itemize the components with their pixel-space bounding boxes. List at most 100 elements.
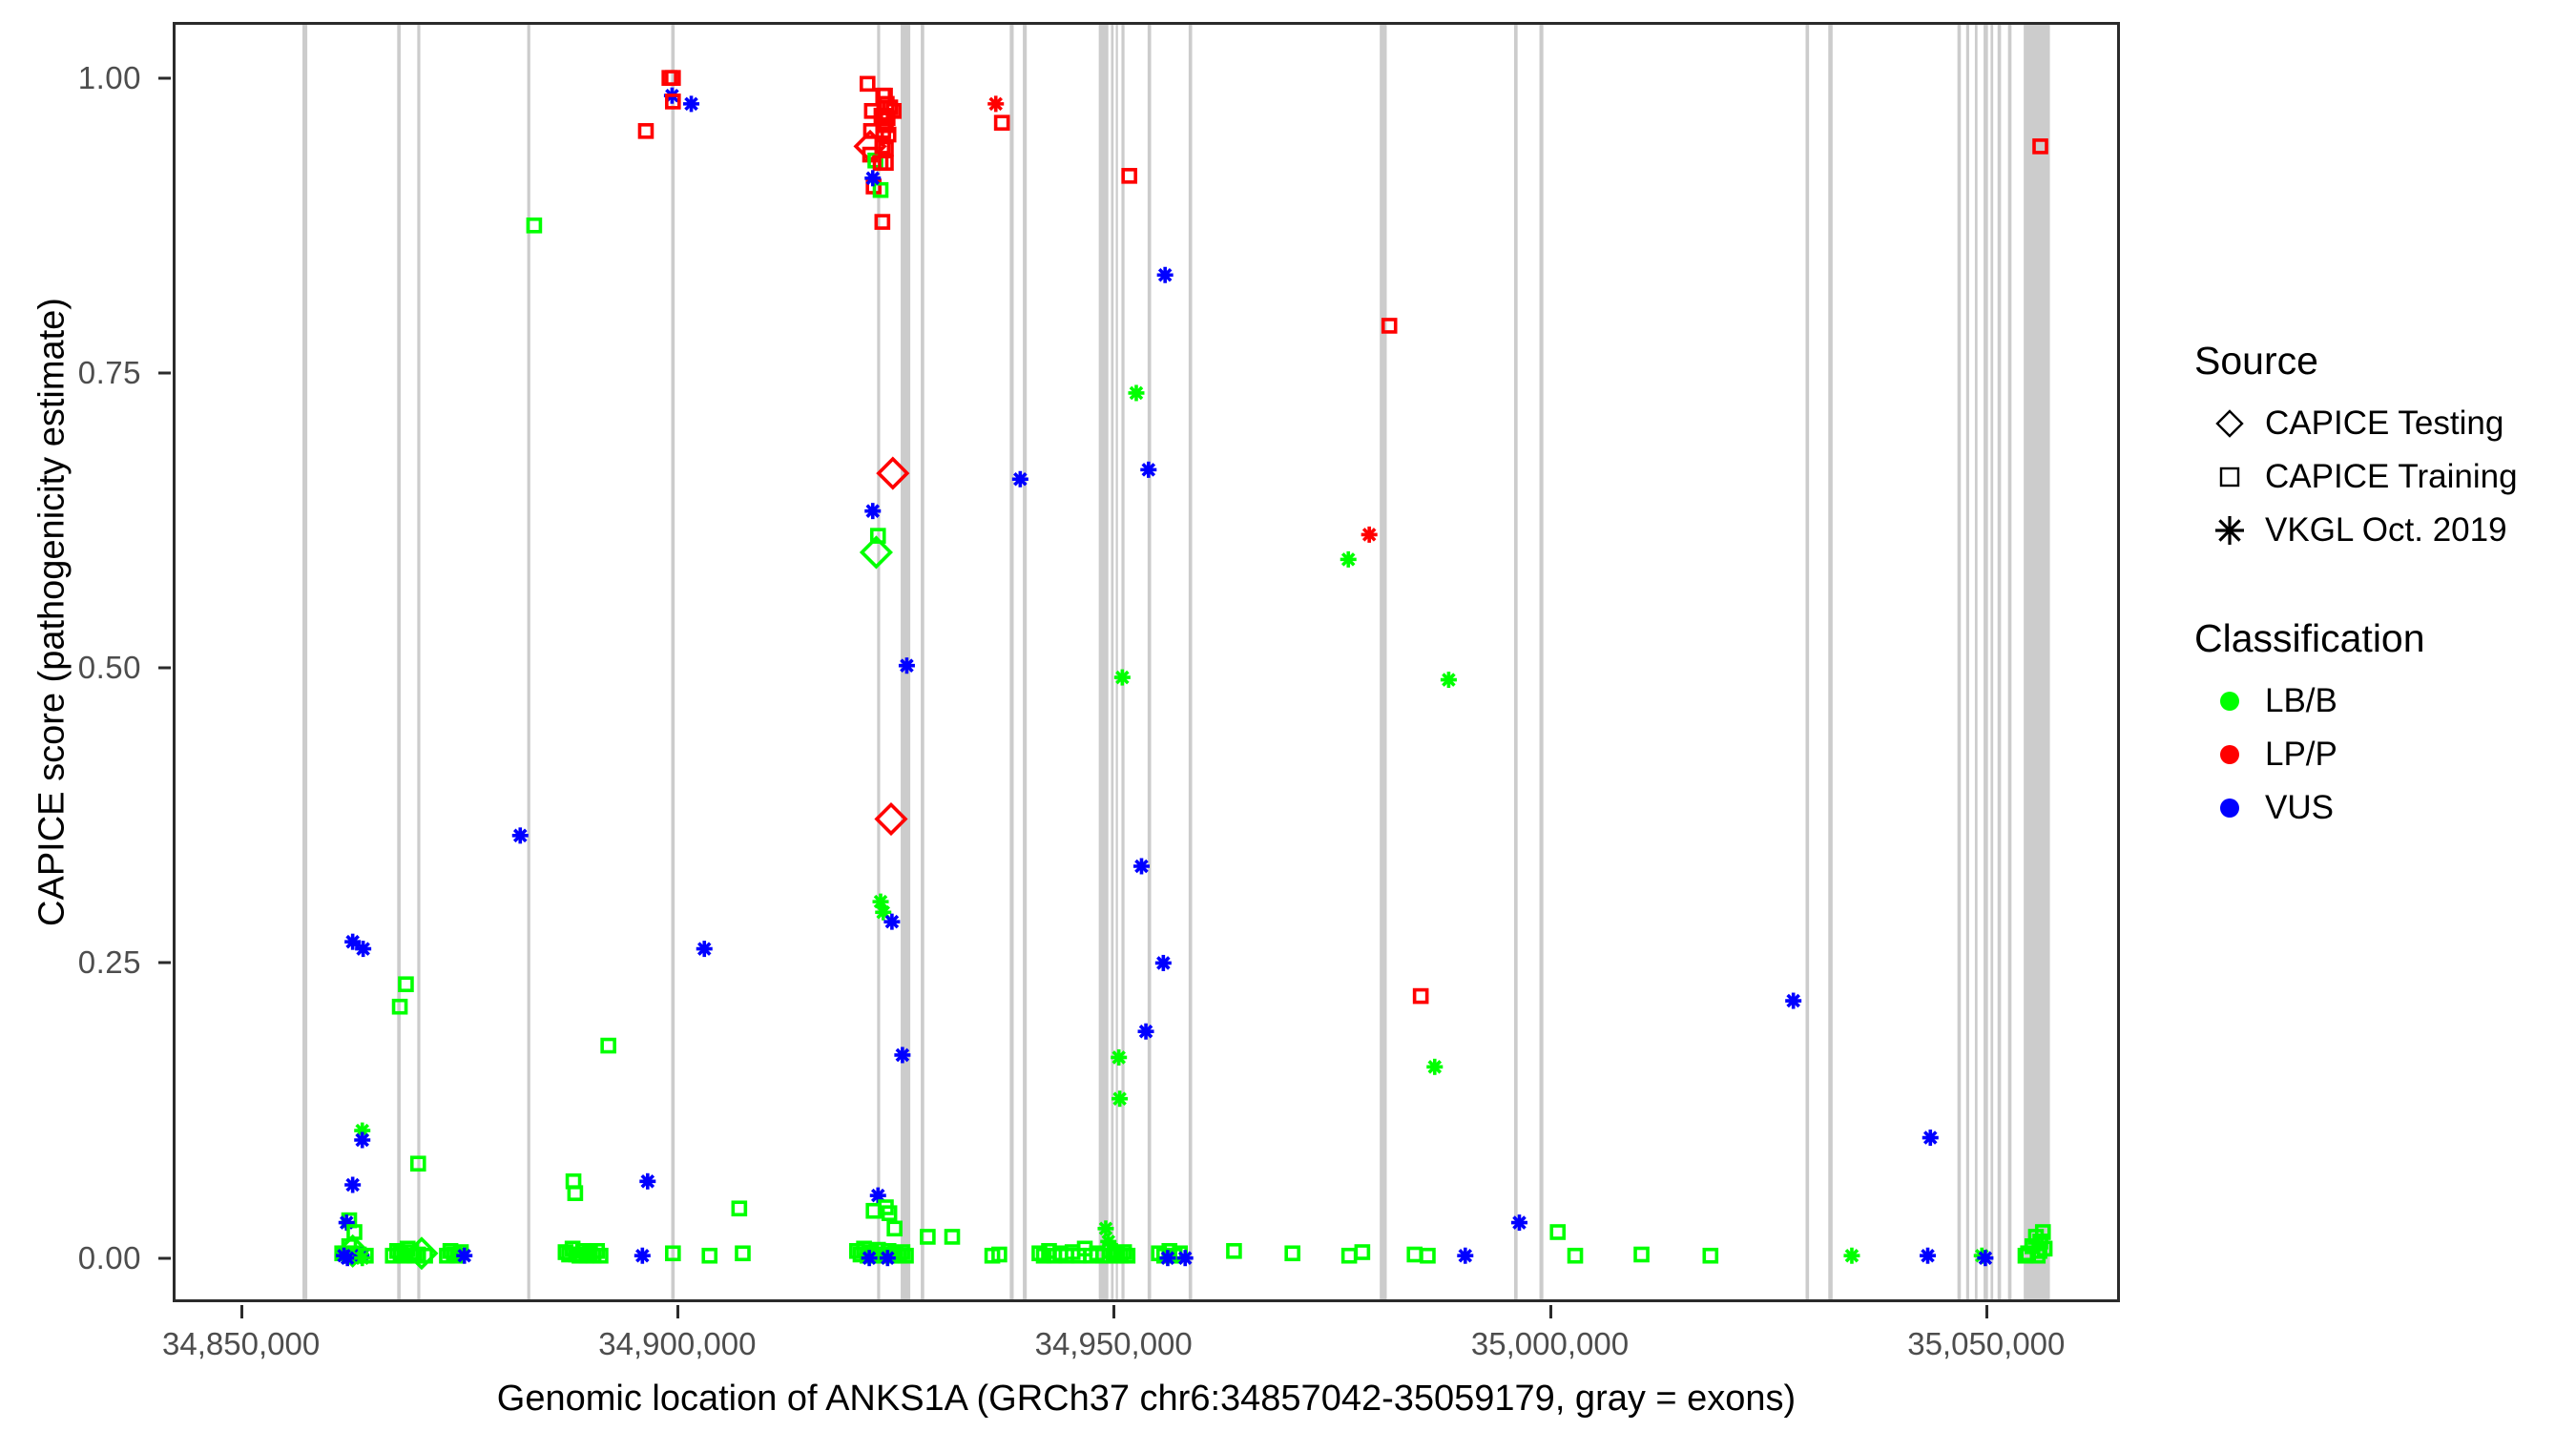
data-point-square: [600, 1037, 616, 1054]
exon-band: [671, 25, 675, 1299]
exon-band: [1121, 25, 1125, 1299]
legend-item-vus[interactable]: VUS: [2194, 781, 2566, 835]
data-point-diamond: [859, 535, 893, 570]
data-point-square: [872, 181, 889, 198]
data-point-asterisk: [683, 95, 700, 113]
data-point-square: [865, 1202, 882, 1219]
plot-panel: [173, 22, 2120, 1302]
data-point-square: [1031, 1245, 1048, 1262]
filled-circle-icon: [2194, 738, 2265, 771]
exon-band: [1188, 25, 1193, 1299]
exon-band: [1539, 25, 1544, 1299]
data-point-square: [665, 1245, 681, 1262]
data-point-asterisk: [861, 1250, 878, 1267]
data-point-square: [2034, 1224, 2051, 1240]
exon-band: [1997, 25, 2002, 1299]
data-point-asterisk: [1843, 1247, 1860, 1264]
data-point-asterisk: [354, 1131, 371, 1149]
data-point-square: [409, 1155, 426, 1172]
exon-band: [1098, 25, 1109, 1299]
data-point-asterisk: [879, 1250, 896, 1267]
data-point-square: [859, 75, 876, 93]
data-point-square: [592, 1247, 609, 1264]
exon-band: [1380, 25, 1387, 1299]
exon-band: [1009, 25, 1014, 1299]
data-point-square: [1115, 1244, 1132, 1260]
legend-label-lbb: LB/B: [2265, 682, 2337, 719]
legend-item-lbb[interactable]: LB/B: [2194, 674, 2566, 728]
exon-regions: [302, 25, 2050, 1299]
data-point-square: [878, 140, 894, 157]
data-point-asterisk: [1154, 954, 1172, 971]
exon-band: [397, 25, 401, 1299]
y-axis-tick-label: 0.25: [77, 944, 141, 981]
data-point-asterisk: [634, 1247, 651, 1264]
data-point-asterisk: [1132, 858, 1150, 875]
data-point-square: [878, 155, 894, 172]
x-axis-tick-mark: [1984, 1305, 1988, 1318]
data-point-square: [1226, 1242, 1242, 1259]
data-point-asterisk: [354, 1250, 371, 1267]
data-point-asterisk: [1920, 1247, 1937, 1264]
x-axis-tick-label: 34,850,000: [162, 1326, 321, 1361]
exon-band: [1111, 25, 1114, 1299]
data-point-square: [1633, 1246, 1650, 1263]
exon-band: [1805, 25, 1810, 1299]
exon-band: [1965, 25, 1969, 1299]
x-axis-tick-mark: [1112, 1305, 1116, 1318]
data-point-square: [886, 1220, 903, 1237]
y-axis-tick-mark: [158, 666, 171, 670]
exon-band: [1828, 25, 1833, 1299]
data-point-asterisk: [1111, 1048, 1128, 1066]
data-point-asterisk: [1156, 266, 1174, 283]
x-axis-tick-label: 34,950,000: [1034, 1326, 1193, 1361]
legend: Source CAPICE Testing CAPICE Training: [2194, 339, 2566, 835]
legend-label-lpp: LP/P: [2265, 736, 2337, 773]
x-axis-title: Genomic location of ANKS1A (GRCh37 chr6:…: [496, 1379, 1797, 1419]
data-points: [334, 70, 2053, 1271]
legend-item-capice-testing[interactable]: CAPICE Testing: [2194, 397, 2566, 450]
y-axis-tick-label: 1.00: [77, 59, 141, 95]
data-point-asterisk: [1011, 470, 1028, 487]
data-point-asterisk: [1340, 550, 1357, 568]
data-point-square: [1412, 987, 1429, 1005]
scatter-plot-canvas: [302, 25, 2053, 1299]
data-point-asterisk: [1785, 992, 1802, 1009]
data-point-diamond: [874, 801, 908, 837]
data-point-asterisk: [1097, 1220, 1114, 1237]
data-point-square: [874, 138, 891, 155]
exon-band: [1023, 25, 1028, 1299]
square-outline-icon: [2194, 461, 2265, 493]
exon-band: [1974, 25, 1978, 1299]
data-point-asterisk: [1426, 1058, 1444, 1075]
data-point-asterisk: [696, 941, 713, 958]
data-point-square: [391, 998, 408, 1015]
data-point-asterisk: [883, 913, 901, 930]
exon-band: [2024, 25, 2050, 1299]
data-point-square: [894, 1244, 911, 1260]
exon-band: [527, 25, 530, 1299]
exon-band: [2007, 25, 2012, 1299]
data-point-square: [1549, 1224, 1567, 1240]
exon-band: [1990, 25, 1994, 1299]
legend-label-capice-testing: CAPICE Testing: [2265, 404, 2504, 442]
data-point-square: [701, 1247, 718, 1264]
diamond-outline-icon: [2194, 407, 2265, 440]
x-axis-tick-label: 35,050,000: [1907, 1326, 2066, 1361]
legend-item-lpp[interactable]: LP/P: [2194, 728, 2566, 781]
exon-band: [302, 25, 308, 1299]
data-point-asterisk: [1922, 1130, 1939, 1147]
data-point-square: [2036, 1240, 2053, 1257]
data-point-asterisk: [1159, 1250, 1176, 1267]
legend-label-vus: VUS: [2265, 789, 2334, 826]
data-point-square: [731, 1200, 748, 1217]
filled-circle-icon: [2194, 792, 2265, 824]
legend-item-capice-training[interactable]: CAPICE Training: [2194, 450, 2566, 504]
data-point-square: [1354, 1244, 1371, 1260]
legend-item-vkgl[interactable]: VKGL Oct. 2019: [2194, 504, 2566, 557]
x-axis-tick-mark: [239, 1305, 243, 1318]
data-point-square: [920, 1229, 936, 1245]
data-point-square: [735, 1245, 751, 1262]
data-point-asterisk: [1140, 461, 1157, 478]
